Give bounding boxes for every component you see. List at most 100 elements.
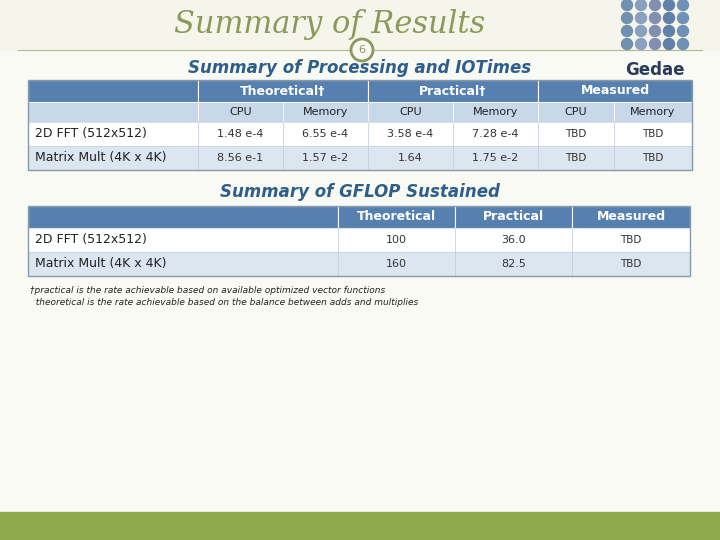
Bar [198,80,368,102]
Bar [198,102,283,122]
Bar [538,146,614,170]
Text: TBD: TBD [621,259,642,269]
Text: Summary of Processing and IOTimes: Summary of Processing and IOTimes [189,59,531,77]
Circle shape [664,25,675,37]
Circle shape [678,12,688,24]
Circle shape [649,12,660,24]
Circle shape [649,25,660,37]
Text: theoretical is the rate achievable based on the balance between adds and multipl: theoretical is the rate achievable based… [30,298,418,307]
Text: CPU: CPU [229,107,252,117]
Bar [28,206,338,228]
Circle shape [621,38,632,50]
Circle shape [621,25,632,37]
Bar [538,80,692,102]
Circle shape [636,38,647,50]
Circle shape [664,38,675,50]
Text: Memory: Memory [473,107,518,117]
Bar [28,80,692,170]
Text: Summary of Results: Summary of Results [174,10,485,40]
Text: 7.28 e-4: 7.28 e-4 [472,129,518,139]
Circle shape [664,12,675,24]
Text: 1.64: 1.64 [398,153,423,163]
Bar [338,252,455,276]
Text: Matrix Mult (4K x 4K): Matrix Mult (4K x 4K) [35,152,166,165]
Text: CPU: CPU [564,107,588,117]
Bar [28,146,198,170]
Circle shape [621,0,632,10]
Bar [455,252,572,276]
Text: 1.57 e-2: 1.57 e-2 [302,153,348,163]
Bar [453,122,538,146]
Bar [28,228,338,252]
Circle shape [636,25,647,37]
Text: 8.56 e-1: 8.56 e-1 [217,153,264,163]
Bar [572,252,690,276]
Circle shape [636,12,647,24]
Text: 160: 160 [386,259,407,269]
Bar [368,80,538,102]
Text: 100: 100 [386,235,407,245]
Circle shape [678,38,688,50]
Circle shape [678,25,688,37]
Text: 82.5: 82.5 [501,259,526,269]
Text: Gedae: Gedae [625,61,685,79]
Bar [614,146,692,170]
Bar [198,146,283,170]
Circle shape [621,12,632,24]
Circle shape [636,0,647,10]
Circle shape [649,0,660,10]
Text: 6.55 e-4: 6.55 e-4 [302,129,348,139]
Bar [572,206,690,228]
Text: TBD: TBD [642,129,664,139]
Bar [0,512,720,540]
Text: 3.58 e-4: 3.58 e-4 [387,129,433,139]
Text: Practical: Practical [483,211,544,224]
Bar [28,206,690,276]
Bar [368,146,453,170]
Bar [28,80,198,102]
Text: 1.48 e-4: 1.48 e-4 [217,129,264,139]
Bar [283,122,368,146]
Circle shape [351,39,373,61]
Bar [538,102,614,122]
Bar [572,228,690,252]
Text: TBD: TBD [565,153,587,163]
Text: TBD: TBD [621,235,642,245]
Bar [453,102,538,122]
Text: 36.0: 36.0 [501,235,526,245]
Bar [368,102,453,122]
Bar [28,252,338,276]
Text: 2D FFT (512x512): 2D FFT (512x512) [35,127,147,140]
Bar [338,206,455,228]
Bar [538,122,614,146]
Bar [28,102,198,122]
Bar [198,122,283,146]
Text: 1.75 e-2: 1.75 e-2 [472,153,518,163]
Text: †practical is the rate achievable based on available optimized vector functions: †practical is the rate achievable based … [30,286,385,295]
Circle shape [678,0,688,10]
Text: Practical†: Practical† [419,84,487,98]
Bar [455,206,572,228]
Bar [28,122,198,146]
Text: TBD: TBD [642,153,664,163]
Text: CPU: CPU [399,107,422,117]
Bar [283,102,368,122]
Text: Memory: Memory [303,107,348,117]
Text: TBD: TBD [565,129,587,139]
Text: Theoretical†: Theoretical† [240,84,325,98]
Text: 2D FFT (512x512): 2D FFT (512x512) [35,233,147,246]
Bar [614,122,692,146]
Circle shape [664,0,675,10]
Text: Measured: Measured [580,84,649,98]
Text: Theoretical: Theoretical [357,211,436,224]
Circle shape [649,38,660,50]
Text: 6: 6 [359,45,366,55]
Bar [283,146,368,170]
Text: Matrix Mult (4K x 4K): Matrix Mult (4K x 4K) [35,258,166,271]
Text: Memory: Memory [630,107,675,117]
Bar [368,122,453,146]
Bar [453,146,538,170]
Bar [614,102,692,122]
Text: Summary of GFLOP Sustained: Summary of GFLOP Sustained [220,183,500,201]
Text: Measured: Measured [596,211,665,224]
